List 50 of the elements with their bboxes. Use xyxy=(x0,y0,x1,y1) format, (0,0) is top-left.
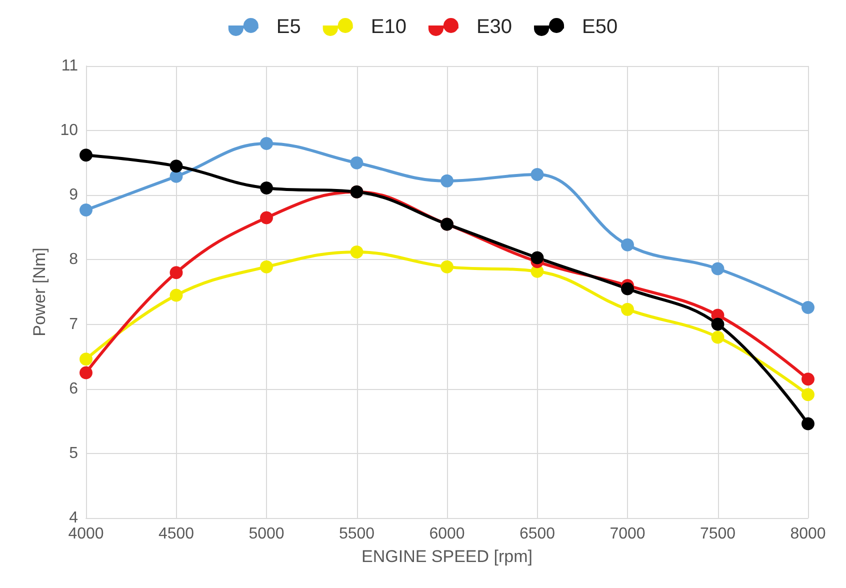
point xyxy=(802,388,814,402)
point xyxy=(80,366,92,380)
point xyxy=(260,260,273,274)
point xyxy=(530,168,544,181)
point xyxy=(711,330,724,344)
point xyxy=(260,182,273,195)
point xyxy=(170,266,183,280)
point xyxy=(530,251,544,264)
x-tick-label: 8000 xyxy=(790,526,826,542)
y-axis-title: Power [Nm] xyxy=(30,248,49,336)
point xyxy=(621,282,634,296)
point xyxy=(711,318,724,331)
point xyxy=(440,260,454,274)
x-tick-label: 5000 xyxy=(248,526,284,542)
legend-label: E50 xyxy=(582,16,618,38)
point xyxy=(440,174,454,188)
y-tick-label: 6 xyxy=(69,380,78,398)
point xyxy=(170,160,183,173)
point xyxy=(802,372,814,386)
y-tick-label: 10 xyxy=(60,122,78,140)
y-tick-label: 7 xyxy=(69,316,78,333)
x-tick-label: 6500 xyxy=(519,526,556,542)
x-tick-label: 6000 xyxy=(429,526,465,542)
point xyxy=(170,288,183,302)
point xyxy=(80,352,92,366)
point xyxy=(802,301,814,314)
x-tick-label: 4000 xyxy=(68,526,104,542)
x-tick-label: 5500 xyxy=(338,526,375,542)
y-tick-label: 11 xyxy=(61,58,78,74)
point xyxy=(350,156,364,170)
y-tick-label: 9 xyxy=(69,186,78,204)
y-tick-label: 4 xyxy=(69,510,78,526)
x-tick-label: 7000 xyxy=(610,526,646,542)
point xyxy=(260,211,273,224)
y-tick-label: 8 xyxy=(69,251,78,268)
point xyxy=(80,148,92,162)
y-tick-label: 5 xyxy=(69,444,78,462)
legend-label: E5 xyxy=(276,16,301,38)
point xyxy=(802,417,814,430)
point xyxy=(621,238,634,252)
point xyxy=(711,262,724,276)
legend-label: E30 xyxy=(476,16,512,38)
legend-label: E10 xyxy=(370,16,406,38)
x-axis-title: ENGINE SPEED [rpm] xyxy=(362,547,532,566)
x-tick-label: 7500 xyxy=(700,526,736,542)
point xyxy=(621,302,634,316)
x-tick-label: 4500 xyxy=(158,526,194,542)
point xyxy=(350,245,364,258)
point xyxy=(260,136,273,150)
point xyxy=(80,203,92,216)
